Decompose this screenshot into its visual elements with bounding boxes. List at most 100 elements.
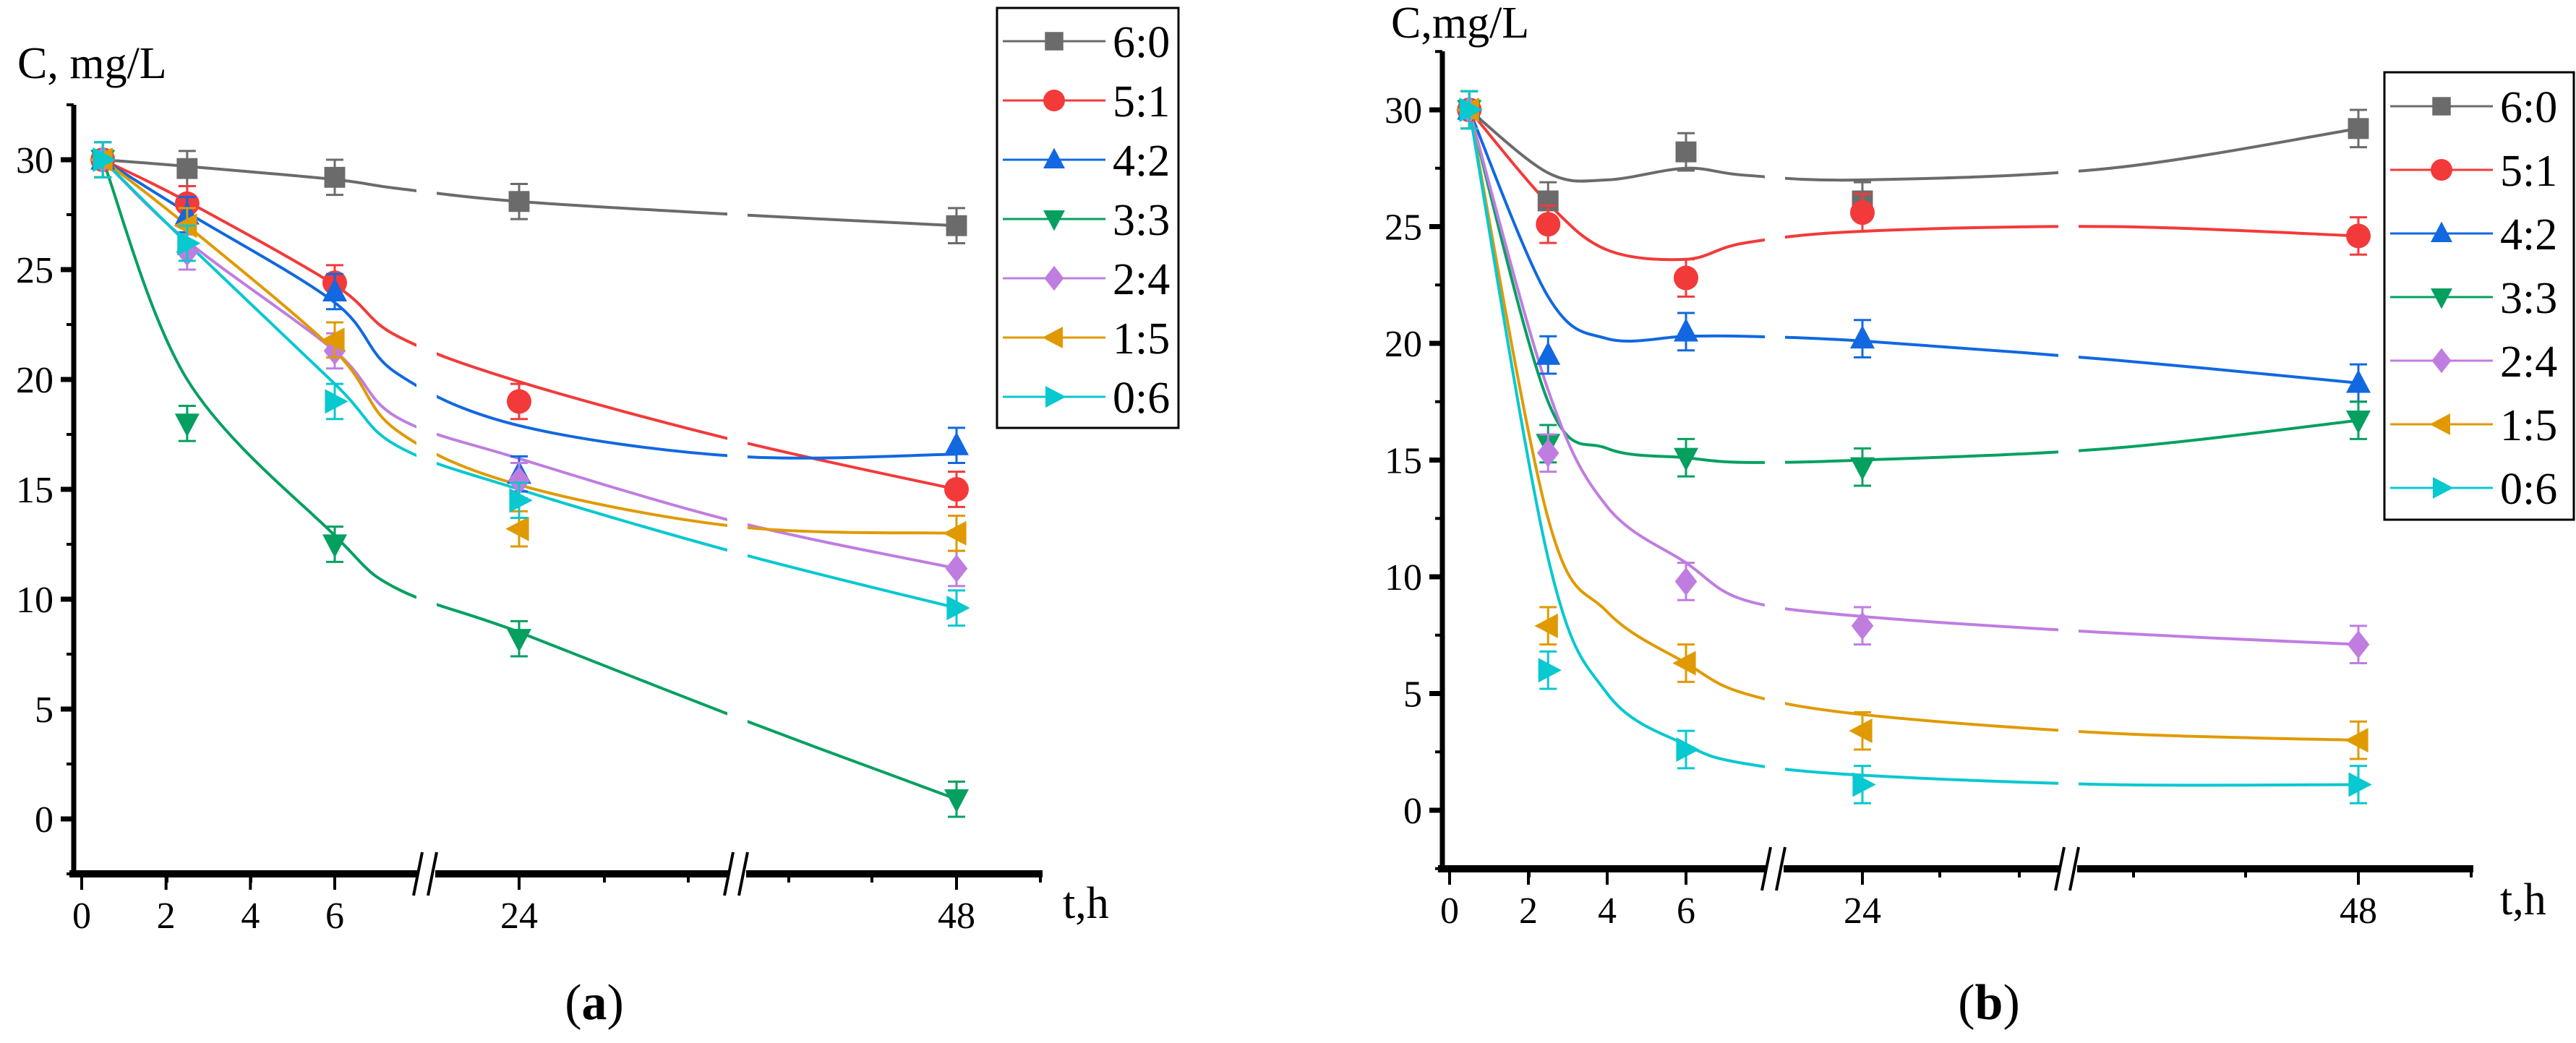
data-point (324, 166, 346, 188)
data-point (508, 466, 531, 495)
y-tick-label: 10 (16, 580, 54, 621)
data-point (2346, 410, 2371, 434)
axis-break-mark (427, 851, 438, 896)
fit-curves (1468, 108, 2359, 787)
y-tick-label: 20 (16, 360, 54, 401)
data-point (2346, 369, 2371, 393)
data-point (1674, 567, 1698, 596)
x-tick-label: 4 (1598, 890, 1617, 932)
panel-letter: a (582, 975, 607, 1031)
data-point (1850, 325, 1875, 349)
panel-letter: b (1975, 975, 2003, 1031)
data-point (322, 278, 347, 301)
series-0-6 (1459, 90, 2372, 804)
data-point (1536, 341, 1561, 365)
panel-paren: ) (2003, 975, 2019, 1031)
panel-paren: ( (565, 975, 581, 1031)
series-3-3 (90, 141, 969, 818)
legend-label: 3:3 (2500, 274, 2557, 323)
data-point (1849, 718, 1873, 744)
x-tick-label: 4 (241, 896, 260, 937)
data-point (944, 432, 969, 455)
legend-label: 6:0 (1113, 18, 1170, 67)
y-tick-label: 15 (1385, 441, 1422, 482)
x-tick-label: 0 (72, 896, 91, 937)
legend-item: 4:2 (2390, 210, 2557, 259)
data-point (505, 516, 529, 541)
fit-curve-4-2 (102, 158, 957, 460)
legend-label: 6:0 (2500, 83, 2557, 132)
data-point (507, 389, 531, 414)
data-point (945, 554, 968, 583)
series-1-5 (1455, 90, 2369, 760)
legend-item: 2:4 (2390, 338, 2557, 387)
data-point (2346, 223, 2371, 249)
axis-break-gap (727, 105, 748, 867)
fit-curve-2-4 (1468, 109, 2359, 646)
legend-label: 1:5 (1113, 314, 1170, 364)
x-tick-label: 48 (938, 896, 975, 937)
series-5-1 (1457, 90, 2371, 298)
y-tick-label: 30 (1385, 90, 1422, 132)
data-point (507, 629, 531, 653)
axes (1429, 50, 2473, 891)
data-point (944, 477, 969, 502)
data-point (177, 231, 201, 256)
legend-marker (1045, 32, 1064, 51)
legend-marker (2433, 477, 2454, 499)
legend-marker (2432, 97, 2451, 116)
axis-break-mark (1760, 846, 1772, 891)
legend-marker (1043, 147, 1065, 168)
fit-curve-4-2 (1468, 109, 2359, 385)
fit-curve-0-6 (1468, 109, 2359, 787)
panel-label: (b) (1958, 975, 2020, 1031)
legend-label: 0:6 (1113, 374, 1170, 423)
x-tick-label: 2 (157, 896, 176, 937)
series-2-4 (91, 141, 968, 588)
data-point (1675, 141, 1697, 163)
fit-curve-5-1 (102, 158, 957, 491)
data-point (176, 158, 198, 179)
legend-item: 4:2 (1003, 137, 1170, 186)
y-tick-label: 20 (1385, 324, 1422, 365)
series-5-1 (90, 141, 969, 508)
x-tick-label: 2 (1519, 890, 1538, 932)
data-point (1674, 318, 1698, 342)
axis-break-gap (416, 105, 437, 867)
legend-marker (2431, 221, 2452, 242)
series-6-0 (1458, 90, 2369, 221)
legend-marker (1042, 327, 1063, 348)
x-tick-label: 0 (1440, 890, 1459, 932)
data-point (1536, 212, 1561, 237)
legend-item: 6:0 (1003, 18, 1170, 67)
data-point (1538, 658, 1562, 683)
fit-curve-3-3 (101, 159, 957, 801)
axes (61, 103, 1043, 896)
y-tick-label: 5 (1403, 674, 1422, 716)
x-tick-label: 24 (1844, 890, 1881, 932)
data-point (93, 147, 116, 172)
data-point (1536, 439, 1559, 468)
legend-marker (1044, 265, 1064, 291)
data-point (1850, 457, 1875, 481)
panel-paren: ) (607, 975, 624, 1031)
x-tick-label: 48 (2340, 890, 2377, 932)
data-point (946, 215, 967, 236)
data-point (508, 191, 530, 213)
data-point (1459, 98, 1483, 122)
fit-curve-5-1 (1468, 108, 2359, 262)
series-0-6 (93, 141, 970, 627)
data-point (1676, 737, 1700, 763)
y-axis-label: C, mg/L (17, 39, 167, 88)
legend-marker (2431, 348, 2452, 374)
legend-item: 0:6 (2390, 465, 2557, 514)
legend-label: 5:1 (2500, 147, 2557, 196)
axis-break-mark (1775, 846, 1786, 891)
data-point (1852, 772, 1876, 797)
legend: 6:0 5:1 4:2 3:3 2:4 1:5 0:6 (2383, 71, 2575, 521)
fit-curve-6-0 (103, 158, 957, 228)
legend-marker (1043, 210, 1065, 231)
x-axis-label: t,h (1063, 879, 1109, 928)
data-point (2348, 118, 2369, 140)
